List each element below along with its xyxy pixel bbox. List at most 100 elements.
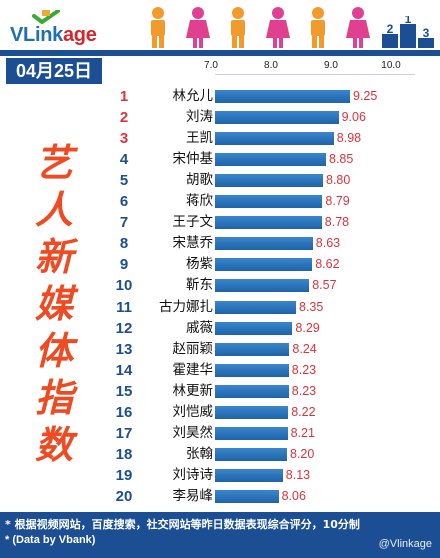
logo-check-icon [32, 10, 60, 24]
artist-name: 蒋欣 [186, 193, 213, 210]
title-char: 人 [34, 188, 73, 232]
artist-name: 戚薇 [186, 319, 213, 336]
rank-number: 6 [119, 193, 129, 211]
rank-number: 17 [115, 424, 133, 442]
artist-name: 霍建华 [172, 361, 214, 378]
rank-number: 20 [115, 487, 133, 505]
score-bar [215, 237, 313, 251]
title-char: 指 [34, 376, 73, 420]
header-rule [0, 50, 440, 56]
rank-number: 18 [115, 445, 133, 463]
score-bar [215, 195, 323, 209]
rank-number: 16 [115, 403, 133, 421]
score-bar [215, 489, 279, 503]
artist-name: 宋慧乔 [172, 235, 214, 252]
rank-number: 2 [119, 109, 129, 127]
score-bar [215, 132, 334, 146]
x-tick-label: 7.0 [204, 60, 218, 71]
footer-note: * 根据视频网站，百度搜索，社交网站等昨日数据表现综合评分，10分制 [5, 518, 360, 531]
score-bar [215, 300, 296, 314]
ranking-row: 2 刘涛 9.06 [0, 108, 440, 127]
rank-number: 1 [119, 88, 129, 105]
title-char: 数 [34, 423, 73, 467]
podium-icon: 2 1 3 [382, 16, 434, 48]
title-char: 媒 [34, 282, 73, 326]
ranking-row: 15 林更新 8.23 [0, 382, 440, 401]
artist-name: 林更新 [172, 382, 214, 399]
score-label: 8.13 [285, 467, 311, 482]
rank-number: 12 [115, 319, 133, 337]
score-label: 8.29 [295, 320, 320, 335]
score-bar [215, 426, 288, 440]
ranking-row: 17 刘昊然 8.21 [0, 424, 440, 443]
chart-title: 艺人新媒体指数 [24, 140, 84, 469]
score-bar [215, 447, 287, 461]
ranking-row: 5 胡歌 8.80 [0, 171, 440, 190]
artist-name: 刘诗诗 [172, 466, 214, 483]
score-label: 8.80 [326, 173, 351, 188]
score-label: 8.63 [315, 236, 341, 251]
score-label: 9.06 [341, 110, 366, 125]
score-bar [215, 468, 283, 482]
ranking-row: 18 张翰 8.20 [0, 445, 440, 464]
person-icon-male [231, 7, 245, 48]
footer: * 根据视频网站，百度搜索，社交网站等昨日数据表现综合评分，10分制 * (Da… [0, 512, 440, 558]
score-label: 8.57 [312, 278, 337, 293]
svg-text:2: 2 [387, 22, 394, 36]
title-char: 体 [34, 329, 73, 373]
watermark: @Vlinkage [378, 538, 432, 550]
ranking-row: 16 刘恺威 8.22 [0, 403, 440, 422]
rank-number: 14 [115, 361, 133, 379]
score-label: 8.20 [290, 446, 315, 461]
artist-name: 林允儿 [172, 88, 214, 104]
rank-number: 4 [119, 151, 129, 169]
rank-number: 7 [119, 214, 129, 232]
ranking-row: 10 靳东 8.57 [0, 276, 440, 295]
artist-name: 刘涛 [186, 109, 213, 126]
score-bar [215, 363, 289, 377]
logo-text: VLinkage [10, 24, 97, 46]
ranking-row: 13 赵丽颖 8.24 [0, 340, 440, 359]
artist-name: 王凯 [186, 130, 213, 147]
ranking-row: 12 戚薇 8.29 [0, 319, 440, 338]
rank-number: 13 [115, 340, 133, 358]
rank-number: 8 [119, 235, 129, 253]
svg-text:1: 1 [405, 16, 412, 26]
score-bar [215, 90, 350, 103]
score-bar [215, 384, 289, 398]
score-bar [215, 405, 289, 419]
person-icon-female [266, 7, 290, 48]
rank-number: 11 [116, 298, 132, 316]
ranking-row: 1 林允儿 9.25 [0, 87, 440, 106]
person-icon-female [346, 7, 370, 48]
title-char: 艺 [34, 141, 73, 185]
artist-name: 李易峰 [172, 487, 214, 504]
score-bar [215, 258, 313, 272]
ranking-row: 6 蒋欣 8.79 [0, 192, 440, 211]
rank-number: 10 [115, 277, 133, 295]
ranking-row: 7 王子文 8.78 [0, 213, 440, 232]
svg-text:3: 3 [423, 26, 430, 40]
artist-name: 张翰 [186, 445, 213, 462]
rank-number: 19 [115, 466, 133, 484]
artist-name: 刘昊然 [172, 424, 214, 441]
score-label: 8.98 [336, 131, 362, 146]
x-tick-label: 10.0 [381, 60, 401, 71]
score-label: 8.23 [291, 383, 317, 398]
score-bar [215, 342, 290, 356]
score-label: 8.62 [315, 257, 340, 272]
rank-number: 5 [119, 172, 129, 190]
ranking-row: 14 霍建华 8.23 [0, 361, 440, 380]
people-icons [151, 7, 370, 48]
person-icon-male [151, 7, 165, 48]
x-axis-line [215, 74, 415, 75]
ranking-row: 3 王凯 8.98 [0, 129, 440, 148]
score-label: 8.06 [281, 488, 306, 503]
ranking-row: 4 宋仲基 8.85 [0, 150, 440, 169]
score-label: 8.24 [292, 341, 317, 356]
score-label: 9.25 [353, 89, 378, 103]
person-icon-female [186, 7, 210, 48]
x-tick-label: 8.0 [264, 60, 278, 71]
ranking-row: 8 宋慧乔 8.63 [0, 234, 440, 253]
footer-source: * (Data by Vbank) [5, 534, 96, 546]
